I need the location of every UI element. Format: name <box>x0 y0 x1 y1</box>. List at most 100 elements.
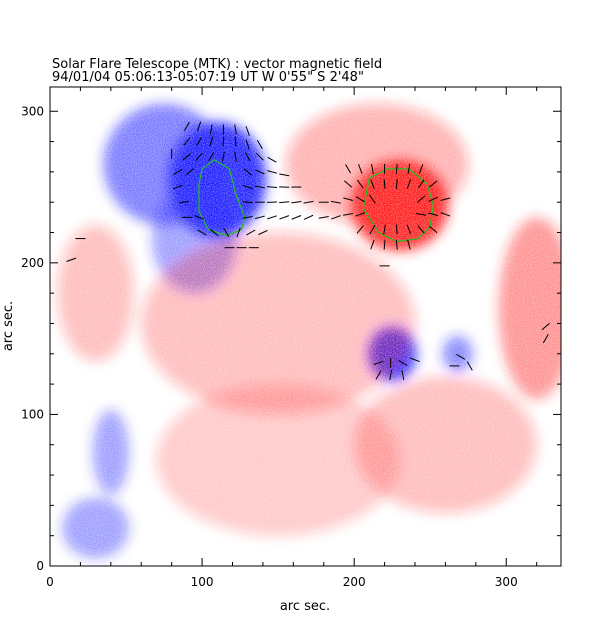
x-tick-label: 100 <box>191 575 214 589</box>
field-vector <box>373 360 384 366</box>
field-vector <box>542 334 549 344</box>
field-vector <box>244 152 251 162</box>
field-vector <box>407 239 411 250</box>
x-axis-label: arc sec. <box>280 599 330 614</box>
chart-title: Solar Flare Telescope (MTK) : vector mag… <box>52 57 382 72</box>
field-vector <box>383 224 386 235</box>
field-vector <box>303 214 314 220</box>
y-tick-label: 0 <box>36 559 44 573</box>
field-vector <box>195 152 203 161</box>
field-vector <box>234 136 237 147</box>
field-vector <box>355 212 366 217</box>
field-vector <box>318 216 329 219</box>
y-tick-label: 100 <box>21 407 44 421</box>
field-vector <box>236 227 241 238</box>
field-vector <box>242 184 253 190</box>
field-vector <box>234 151 237 162</box>
field-vector <box>345 164 352 174</box>
field-vector <box>267 170 278 174</box>
field-vector <box>183 137 191 146</box>
field-vector <box>331 215 341 220</box>
field-vector <box>358 163 363 174</box>
field-vector <box>222 151 225 162</box>
field-vector <box>303 200 314 204</box>
field-vector <box>183 121 190 131</box>
field-map <box>50 87 561 566</box>
field-vector <box>258 229 268 236</box>
field-vector <box>279 215 290 220</box>
field-vector <box>172 184 183 190</box>
field-vector <box>395 239 398 250</box>
field-vector <box>417 179 425 189</box>
field-vector <box>429 225 438 234</box>
x-tick-label: 200 <box>343 575 366 589</box>
field-vector <box>209 136 214 147</box>
field-vector <box>355 196 365 203</box>
field-vector <box>440 197 451 201</box>
field-vector <box>194 215 204 220</box>
field-vector <box>428 212 439 217</box>
field-contour <box>198 159 246 237</box>
field-vector <box>291 201 302 204</box>
field-vector <box>255 169 265 175</box>
field-vector <box>370 239 375 250</box>
field-vector <box>356 179 364 189</box>
field-vector <box>185 168 195 176</box>
field-vector <box>466 361 473 371</box>
y-tick-label: 300 <box>21 104 44 118</box>
field-vector <box>440 212 451 217</box>
field-vector <box>406 179 412 189</box>
field-vector <box>428 196 438 202</box>
field-vector <box>66 257 77 262</box>
field-vector <box>398 359 408 366</box>
field-vector <box>182 153 192 161</box>
field-vector <box>370 179 375 189</box>
field-vector <box>417 225 425 234</box>
field-vector <box>256 140 263 150</box>
chart-subtitle: 94/01/04 05:06:13-05:07:19 UT W 0'55" S … <box>52 70 364 85</box>
field-vector <box>371 163 374 174</box>
field-vector <box>389 369 393 381</box>
field-vector <box>541 322 550 331</box>
field-vector <box>267 215 277 220</box>
field-vector <box>343 197 354 201</box>
field-vector <box>343 180 353 188</box>
field-vector <box>197 229 207 236</box>
field-vector <box>255 152 264 161</box>
field-vector <box>243 168 252 176</box>
field-vector <box>407 163 411 174</box>
field-vector <box>245 139 250 150</box>
field-vector <box>209 124 213 135</box>
field-vector <box>410 357 420 363</box>
field-vector <box>383 239 386 250</box>
field-vector <box>401 369 405 381</box>
field-vector <box>242 216 253 219</box>
field-vector <box>234 124 237 135</box>
field-vector <box>429 180 438 188</box>
y-tick-label: 200 <box>21 256 44 270</box>
field-vector <box>279 201 290 204</box>
field-vector <box>416 195 426 203</box>
x-tick-label: 300 <box>495 575 518 589</box>
field-vector <box>178 200 189 204</box>
field-vector <box>208 152 215 162</box>
y-axis-label: arc sec. <box>1 301 16 351</box>
field-vector <box>267 186 278 188</box>
x-tick-label: 0 <box>46 575 54 589</box>
field-vector <box>330 200 341 204</box>
field-vector <box>222 136 225 147</box>
field-vector <box>246 229 256 236</box>
field-vector <box>406 224 412 235</box>
field-vector <box>279 173 290 177</box>
field-vector <box>173 168 183 175</box>
field-vector <box>416 212 427 216</box>
field-vector <box>291 215 302 220</box>
field-vector <box>223 227 230 238</box>
field-vector <box>267 156 277 163</box>
field-vector <box>418 163 424 174</box>
field-vector <box>254 185 265 189</box>
field-vector <box>210 228 219 237</box>
axes: 0 100 200 300 0 100 200 300 <box>21 87 561 589</box>
field-vector <box>369 224 376 235</box>
